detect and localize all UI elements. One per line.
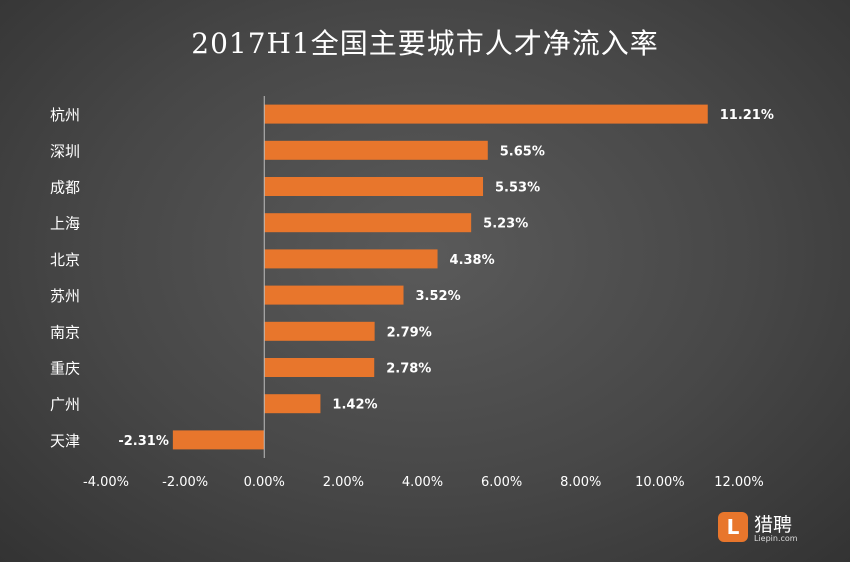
bar-8 bbox=[264, 394, 321, 414]
x-tick-label-3: 2.00% bbox=[323, 475, 364, 490]
category-label-2: 成都 bbox=[50, 179, 80, 197]
value-label-5: 3.52% bbox=[416, 289, 461, 304]
category-label-9: 天津 bbox=[50, 432, 80, 450]
value-label-8: 1.42% bbox=[332, 398, 377, 413]
bar-2 bbox=[264, 177, 484, 196]
category-label-8: 广州 bbox=[50, 396, 80, 414]
category-label-4: 北京 bbox=[50, 251, 80, 269]
category-label-3: 上海 bbox=[50, 215, 80, 233]
logo-subtitle: Liepin.com bbox=[754, 534, 798, 543]
chart-title: 2017H1全国主要城市人才净流入率 bbox=[191, 27, 659, 60]
value-label-0: 11.21% bbox=[720, 108, 774, 123]
bar-0 bbox=[264, 104, 708, 124]
bar-3 bbox=[264, 213, 472, 233]
x-tick-label-4: 4.00% bbox=[402, 475, 443, 490]
x-tick-label-1: -2.00% bbox=[162, 475, 208, 490]
category-label-1: 深圳 bbox=[50, 142, 80, 160]
x-tick-label-5: 6.00% bbox=[481, 475, 522, 490]
x-tick-label-0: -4.00% bbox=[83, 475, 129, 490]
category-label-5: 苏州 bbox=[50, 287, 80, 305]
category-label-6: 南京 bbox=[50, 323, 80, 341]
bar-9 bbox=[172, 430, 265, 450]
bar-6 bbox=[264, 321, 375, 341]
bar-5 bbox=[264, 285, 404, 305]
value-label-4: 4.38% bbox=[450, 253, 495, 268]
value-label-9: -2.31% bbox=[118, 434, 169, 449]
category-label-7: 重庆 bbox=[50, 360, 80, 378]
x-tick-label-2: 0.00% bbox=[244, 475, 285, 490]
value-label-7: 2.78% bbox=[386, 362, 431, 377]
x-tick-label-7: 10.00% bbox=[635, 475, 685, 490]
x-tick-label-8: 12.00% bbox=[714, 475, 764, 490]
value-label-3: 5.23% bbox=[483, 217, 528, 232]
value-label-2: 5.53% bbox=[495, 181, 540, 196]
bar-7 bbox=[264, 358, 375, 377]
category-label-0: 杭州 bbox=[50, 106, 80, 124]
bar-1 bbox=[264, 140, 488, 160]
logo-name: 猎聘 bbox=[754, 514, 793, 536]
value-label-1: 5.65% bbox=[500, 144, 545, 159]
x-tick-label-6: 8.00% bbox=[560, 475, 601, 490]
value-label-6: 2.79% bbox=[387, 325, 432, 340]
bar-4 bbox=[264, 249, 438, 269]
logo-mark-icon: L bbox=[718, 512, 748, 542]
